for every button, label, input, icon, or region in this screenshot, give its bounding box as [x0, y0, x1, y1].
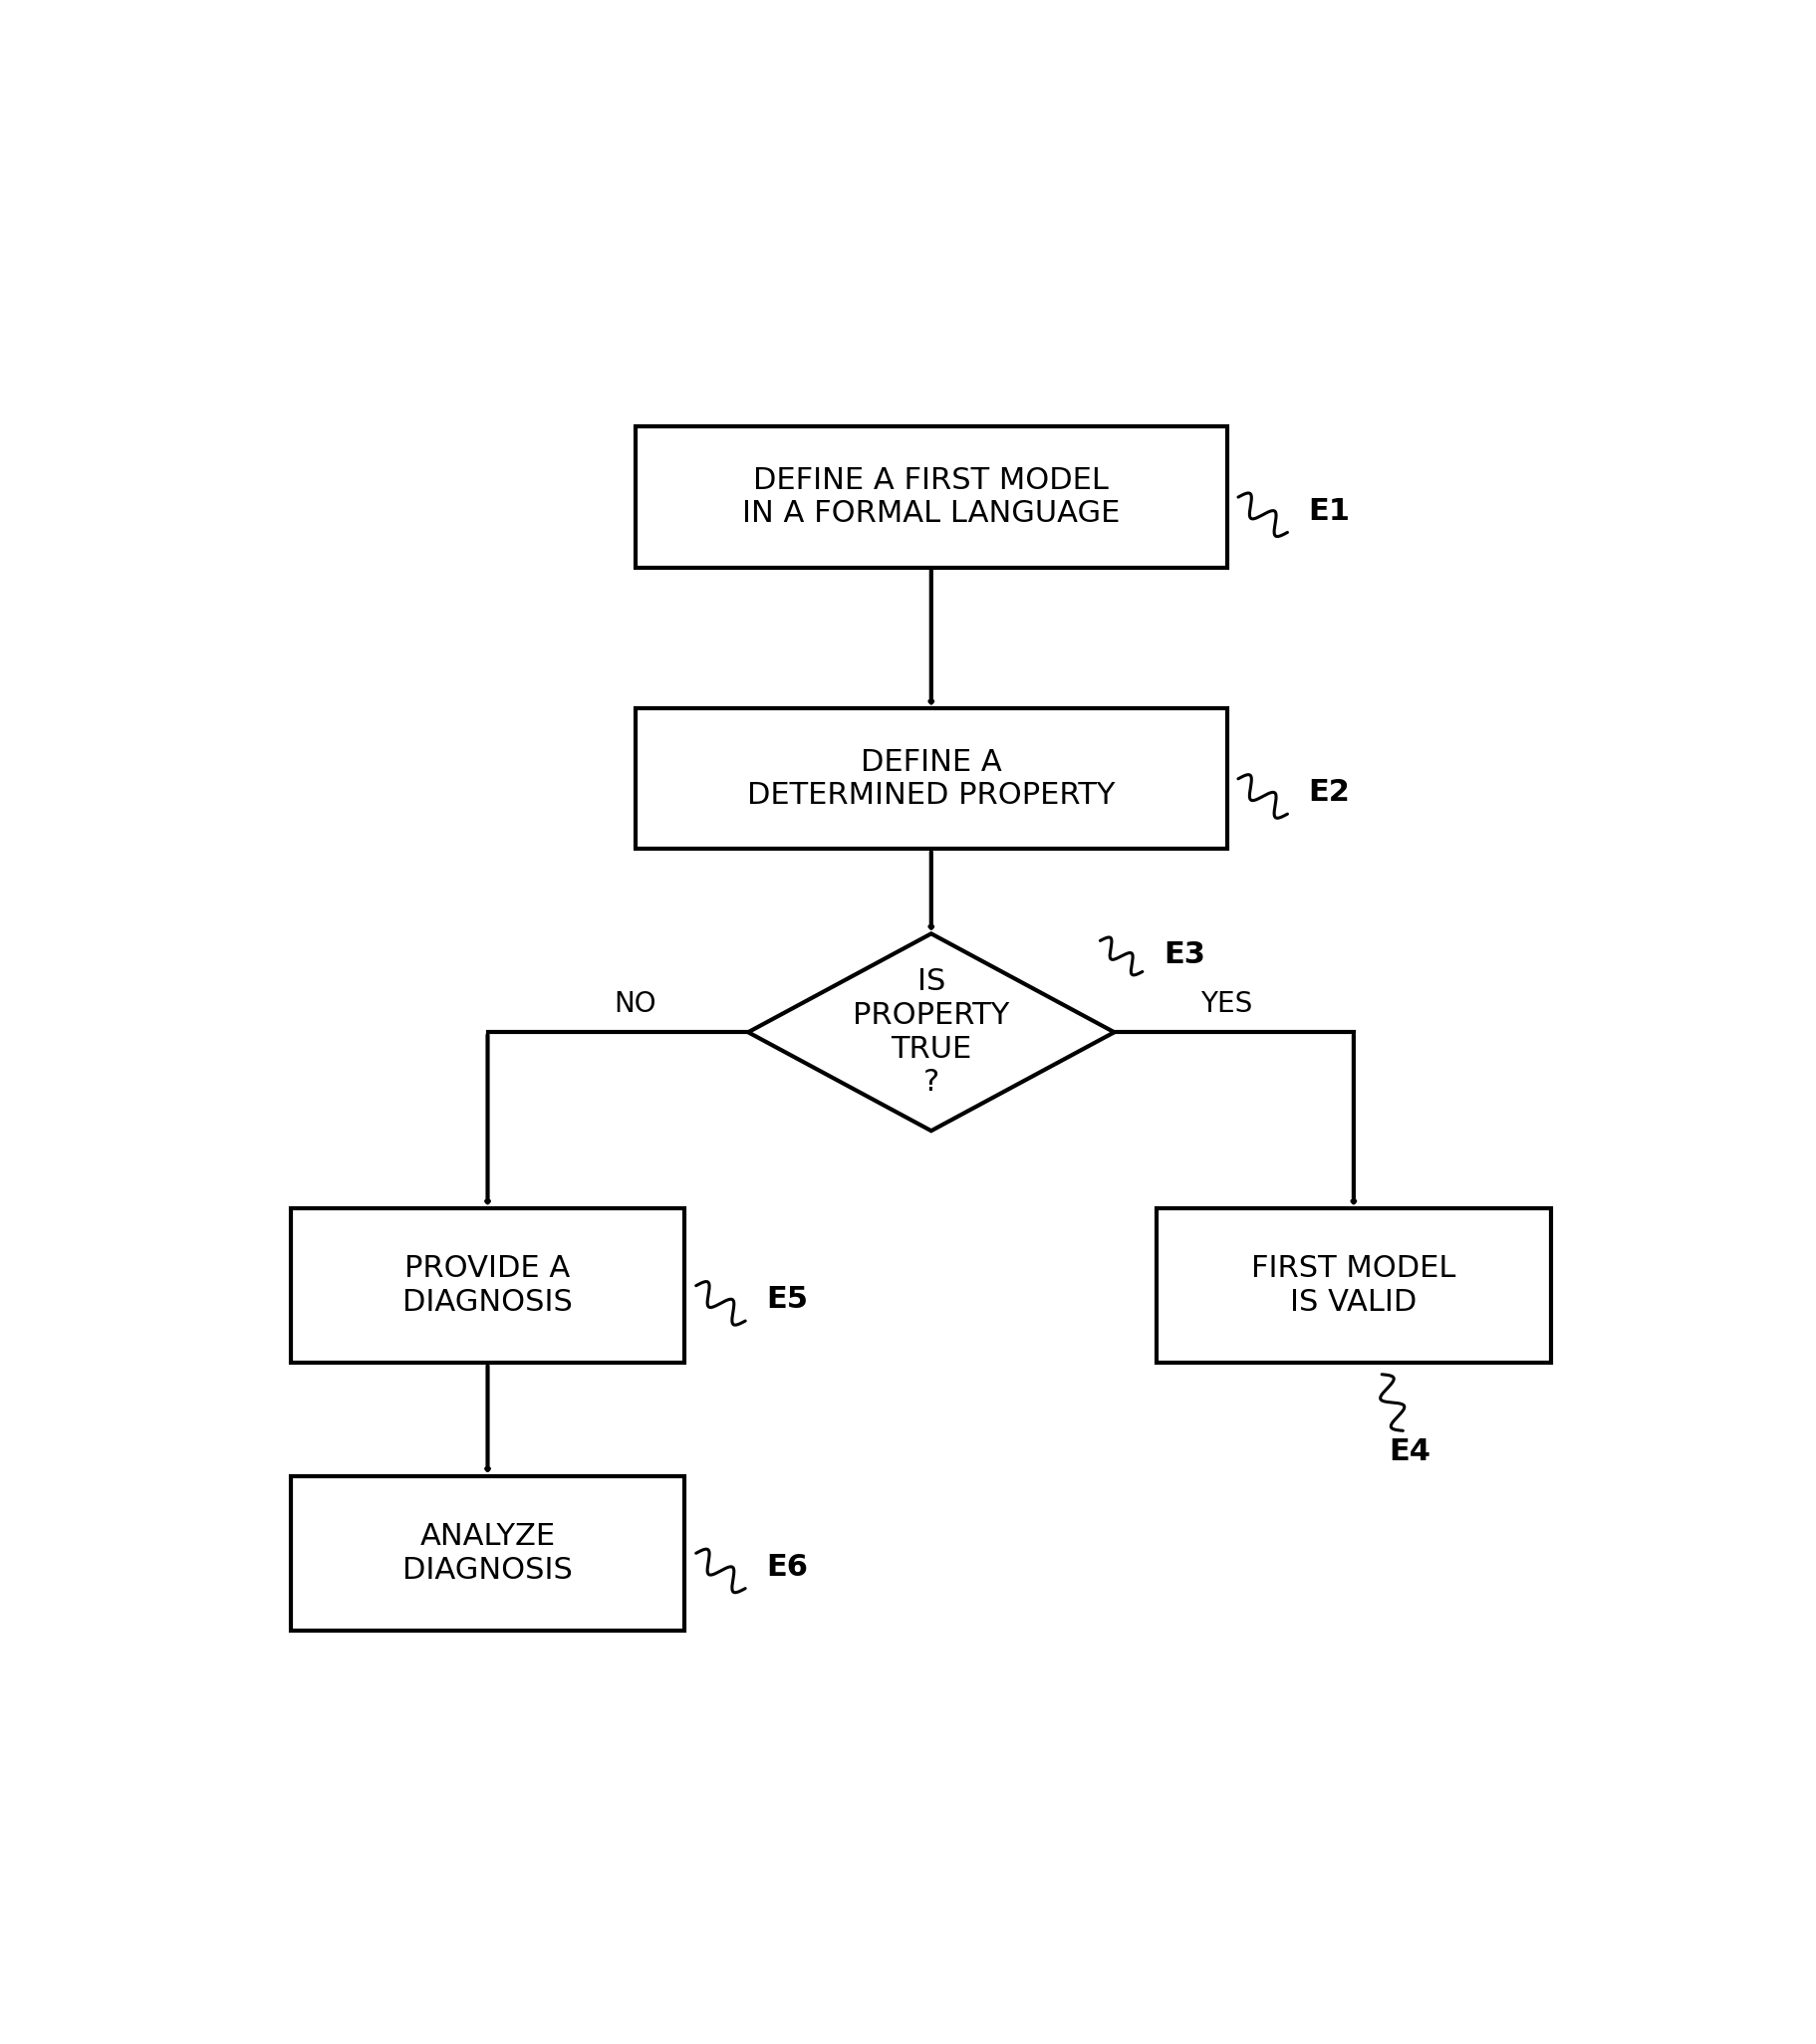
Bar [291, 1476, 685, 1631]
Text: ANALYZE
DIAGNOSIS: ANALYZE DIAGNOSIS [403, 1523, 572, 1584]
Text: E2: E2 [1308, 779, 1349, 807]
Polygon shape [748, 934, 1113, 1130]
Text: DEFINE A FIRST MODEL
IN A FORMAL LANGUAGE: DEFINE A FIRST MODEL IN A FORMAL LANGUAG… [743, 466, 1119, 527]
Text: E6: E6 [766, 1553, 808, 1582]
Text: E5: E5 [766, 1286, 808, 1314]
Text: FIRST MODEL
IS VALID: FIRST MODEL IS VALID [1251, 1255, 1455, 1316]
Text: YES: YES [1200, 989, 1253, 1018]
Text: NO: NO [614, 989, 656, 1018]
Text: IS
PROPERTY
TRUE
?: IS PROPERTY TRUE ? [852, 967, 1010, 1098]
Text: E1: E1 [1308, 497, 1349, 525]
Bar [291, 1208, 685, 1363]
Bar [636, 709, 1226, 848]
Text: PROVIDE A
DIAGNOSIS: PROVIDE A DIAGNOSIS [403, 1255, 572, 1316]
Bar [636, 427, 1226, 568]
Text: DEFINE A
DETERMINED PROPERTY: DEFINE A DETERMINED PROPERTY [746, 748, 1115, 809]
Text: E4: E4 [1387, 1437, 1429, 1466]
Text: E3: E3 [1162, 940, 1204, 969]
Bar [1157, 1208, 1551, 1363]
